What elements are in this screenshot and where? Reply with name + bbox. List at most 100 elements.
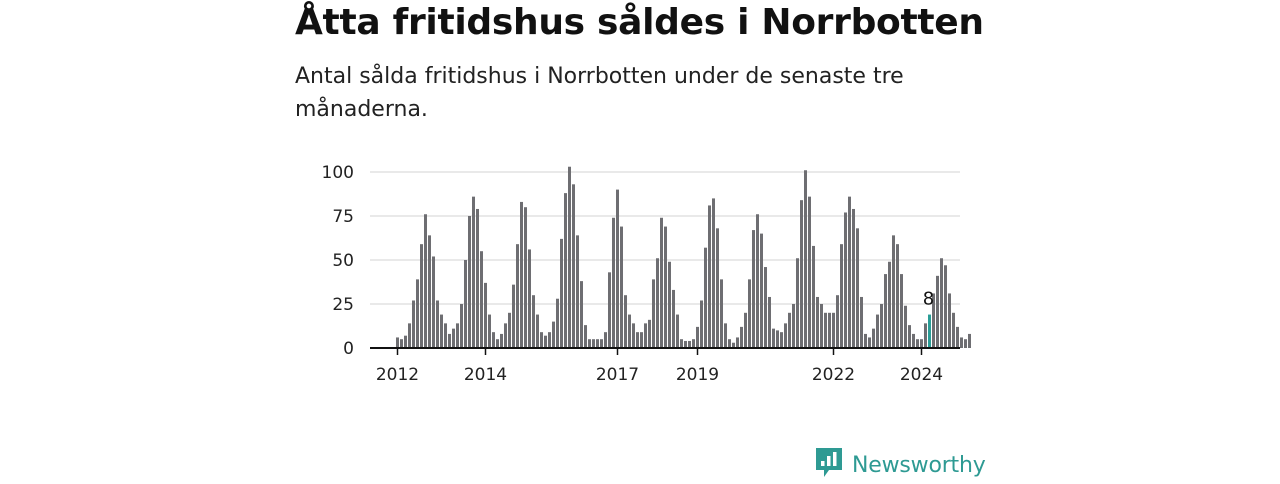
x-axis-labels: 2012 2014 2017 2019 2022 2024	[376, 365, 943, 385]
bar	[456, 323, 459, 348]
bar	[572, 184, 575, 348]
bar	[568, 166, 571, 348]
bar	[528, 249, 531, 348]
bar	[908, 325, 911, 348]
bar	[940, 258, 943, 348]
bar	[696, 326, 699, 348]
bar	[504, 323, 507, 348]
bar	[712, 198, 715, 348]
bar	[884, 274, 887, 348]
y-tick-label: 100	[322, 163, 354, 183]
bar	[936, 275, 939, 348]
bar	[692, 339, 695, 348]
bar	[560, 238, 563, 348]
bar	[412, 300, 415, 348]
bar	[700, 300, 703, 348]
bar	[668, 261, 671, 348]
bar	[708, 205, 711, 348]
bar	[624, 295, 627, 348]
bar	[704, 247, 707, 348]
bar	[396, 337, 399, 348]
bar	[832, 312, 835, 348]
annotations: 8	[923, 289, 934, 310]
bar	[840, 244, 843, 348]
chart-title: Åtta fritidshus såldes i Norrbotten	[295, 2, 984, 43]
bar	[852, 208, 855, 348]
bar	[664, 226, 667, 348]
bar	[732, 342, 735, 348]
bar	[948, 293, 951, 348]
bar	[716, 228, 719, 348]
bar	[488, 314, 491, 348]
x-tick-label: 2014	[464, 365, 507, 385]
bar	[420, 244, 423, 348]
bar	[440, 314, 443, 348]
bar	[516, 244, 519, 348]
chart-subtitle: Antal sålda fritidshus i Norrbotten unde…	[295, 64, 904, 122]
bar	[688, 340, 691, 348]
bar	[792, 304, 795, 348]
bar	[608, 272, 611, 348]
bar	[776, 330, 779, 348]
bar	[612, 217, 615, 348]
bar-chart: 0 25 50 75 100 2012 2014 2017 2019 2022 2024 8	[322, 163, 971, 385]
bar	[760, 233, 763, 348]
bar	[896, 244, 899, 348]
bar	[808, 196, 811, 348]
bar	[764, 267, 767, 348]
bar	[748, 279, 751, 348]
bar	[684, 340, 687, 348]
bar	[588, 339, 591, 348]
bar	[900, 274, 903, 348]
bar	[860, 296, 863, 348]
bar	[656, 258, 659, 348]
x-tick-label: 2024	[900, 365, 943, 385]
y-tick-label: 50	[332, 251, 354, 271]
bar	[836, 295, 839, 348]
bar-highlight	[928, 314, 931, 348]
bar	[648, 319, 651, 348]
bar	[848, 196, 851, 348]
bar	[580, 281, 583, 348]
bar	[864, 333, 867, 348]
y-axis-labels: 0 25 50 75 100	[322, 163, 354, 359]
bar	[744, 312, 747, 348]
bar	[556, 298, 559, 348]
bar	[508, 312, 511, 348]
bar	[592, 339, 595, 348]
bar	[644, 323, 647, 348]
bar	[824, 312, 827, 348]
bar	[492, 332, 495, 348]
bar	[464, 260, 467, 348]
bar	[564, 193, 567, 348]
newsworthy-logo-text: Newsworthy	[852, 452, 986, 478]
bar	[960, 337, 963, 348]
bar	[500, 333, 503, 348]
bar	[672, 289, 675, 348]
bar	[532, 295, 535, 348]
bar	[484, 282, 487, 348]
bar	[804, 170, 807, 348]
bar	[800, 200, 803, 348]
y-tick-label: 75	[332, 207, 354, 227]
bar	[956, 326, 959, 348]
bar	[952, 312, 955, 348]
bar	[640, 332, 643, 348]
bar	[964, 339, 967, 348]
bar	[904, 305, 907, 348]
bar	[400, 339, 403, 348]
bar	[724, 323, 727, 348]
bar	[604, 332, 607, 348]
bar	[472, 196, 475, 348]
bar	[916, 339, 919, 348]
bar	[868, 337, 871, 348]
bar	[812, 245, 815, 348]
bar	[740, 326, 743, 348]
bar	[912, 333, 915, 348]
y-tick-label: 0	[343, 339, 354, 359]
bar	[784, 323, 787, 348]
x-tick-label: 2019	[676, 365, 719, 385]
bar	[736, 337, 739, 348]
bar	[756, 214, 759, 348]
bar	[892, 235, 895, 348]
